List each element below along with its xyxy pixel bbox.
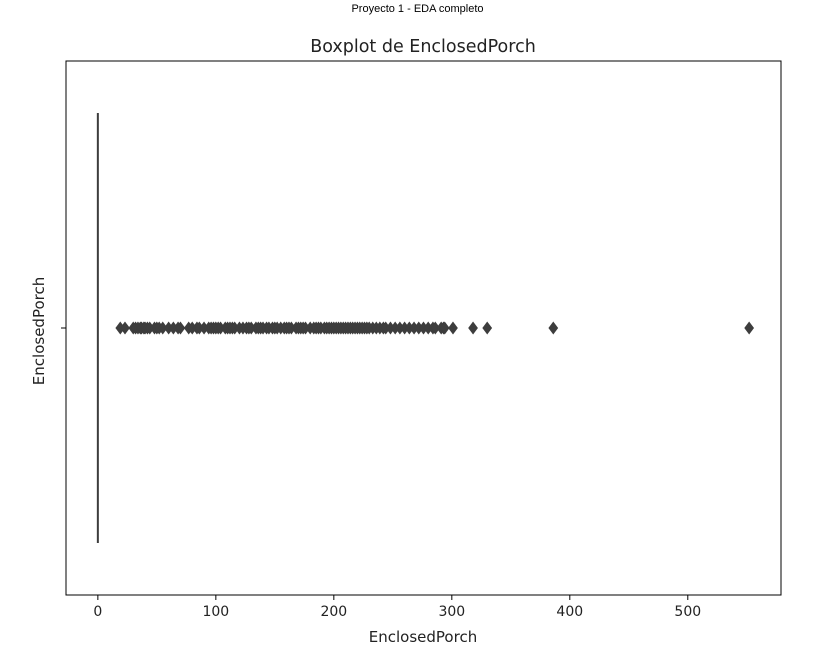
x-tick-label: 200 [320, 604, 347, 620]
chart-title: Boxplot de EnclosedPorch [310, 37, 536, 57]
outlier-point [482, 321, 493, 335]
x-axis: 0 100 200 300 400 500 [93, 595, 701, 620]
outlier-point [548, 321, 559, 335]
outlier-point [175, 321, 186, 335]
outlier-point [439, 321, 450, 335]
x-axis-label: EnclosedPorch [369, 628, 477, 646]
outlier-point [120, 321, 130, 335]
y-axis-label: EnclosedPorch [30, 277, 48, 385]
x-tick-label: 0 [93, 604, 102, 620]
outlier-point [468, 321, 478, 335]
page-header: Proyecto 1 - EDA completo [351, 3, 484, 15]
x-tick-label: 400 [556, 604, 583, 620]
x-tick-label: 500 [674, 604, 701, 620]
outlier-point [448, 321, 458, 335]
outlier-points [115, 321, 755, 335]
outlier-point [744, 321, 755, 335]
x-tick-label: 100 [202, 604, 229, 620]
x-tick-label: 300 [438, 604, 465, 620]
